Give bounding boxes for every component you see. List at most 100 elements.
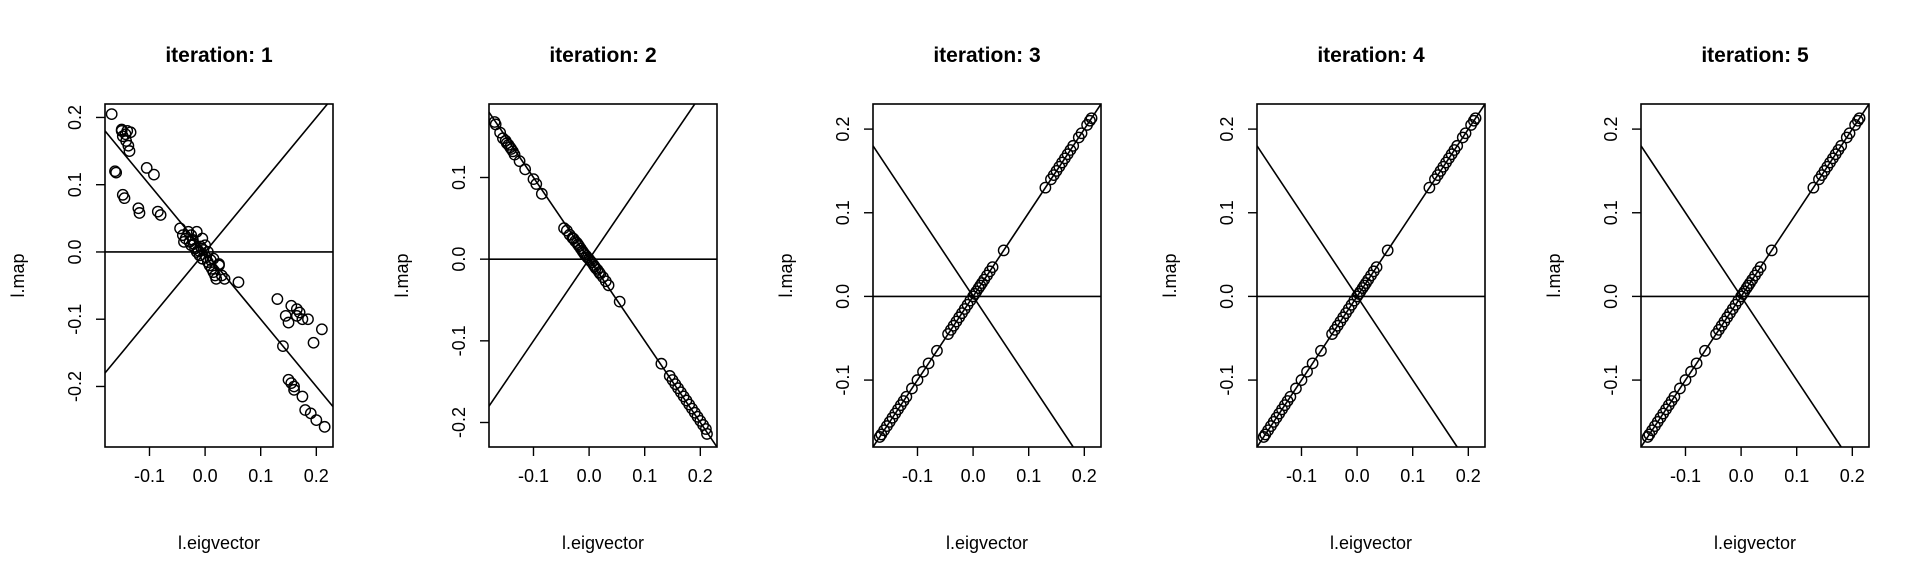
data-point xyxy=(1467,114,1480,127)
data-point xyxy=(1295,374,1308,386)
x-tick-label: 0.2 xyxy=(1456,466,1481,486)
plot-frame xyxy=(104,103,334,448)
data-point xyxy=(318,420,331,433)
x-axis-label: l.eigvector xyxy=(1330,533,1412,553)
data-point xyxy=(1067,139,1080,152)
x-axis: -0.1 0.0 0.1 0.2 xyxy=(1670,447,1865,486)
x-tick-label: 0.0 xyxy=(1345,466,1370,486)
x-tick-label: 0.2 xyxy=(304,466,329,486)
plot-frame xyxy=(1640,103,1870,448)
x-axis: -0.1 0.0 0.1 0.2 xyxy=(1286,447,1481,486)
x-tick-label: -0.1 xyxy=(1670,466,1701,486)
data-point xyxy=(1039,181,1052,194)
data-point xyxy=(968,288,981,300)
panel-title: iteration: 1 xyxy=(165,44,273,67)
data-point xyxy=(1742,279,1755,292)
x-tick-label: 0.0 xyxy=(193,466,218,486)
x-tick-label: 0.2 xyxy=(688,466,713,486)
data-point xyxy=(296,313,309,326)
y-axis-label: l.map xyxy=(1160,253,1180,297)
x-tick-label: 0.0 xyxy=(961,466,986,486)
data-point xyxy=(307,336,320,349)
data-point xyxy=(302,313,314,326)
data-point xyxy=(1685,365,1697,378)
data-point xyxy=(1853,112,1866,125)
data-point xyxy=(285,299,298,312)
data-point xyxy=(1451,139,1464,152)
data-point xyxy=(1306,357,1319,370)
data-point xyxy=(900,390,913,403)
y-tick-label: -0.1 xyxy=(1601,365,1621,396)
data-point xyxy=(271,293,284,305)
data-point xyxy=(1736,288,1749,300)
data-point xyxy=(1290,382,1302,395)
data-point xyxy=(282,316,295,329)
data-point xyxy=(1674,382,1686,395)
y-tick-label: 0.0 xyxy=(1601,284,1621,309)
x-axis-label: l.eigvector xyxy=(178,533,260,553)
x-tick-label: -0.1 xyxy=(518,466,549,486)
data-point xyxy=(917,365,929,378)
panel-3: iteration: 3 -0.1 0.0 0.1 0.2 l.eigvector -0.1… xyxy=(776,44,1102,553)
data-point xyxy=(1835,139,1848,152)
y-axis: -0.2 -0.1 0.0 0.1 0.2 xyxy=(65,105,105,402)
x-tick-label: 0.2 xyxy=(1840,466,1865,486)
data-point xyxy=(594,267,607,280)
y-axis: -0.1 0.0 0.1 0.2 xyxy=(833,117,873,396)
y-tick-label: 0.2 xyxy=(833,117,853,142)
data-point xyxy=(279,309,292,322)
data-point xyxy=(122,139,135,152)
data-point xyxy=(1738,285,1751,298)
diagonal-line xyxy=(105,104,329,374)
points xyxy=(488,116,713,440)
data-point xyxy=(310,414,323,426)
data-point xyxy=(105,108,118,120)
data-point xyxy=(133,207,146,219)
points xyxy=(105,108,331,433)
panel-5: iteration: 5 -0.1 0.0 0.1 0.2 l.eigvector -0.1… xyxy=(1544,44,1870,553)
data-point xyxy=(1354,285,1367,298)
data-point xyxy=(701,428,713,440)
y-tick-label: -0.1 xyxy=(1217,365,1237,396)
points xyxy=(873,112,1098,443)
data-point xyxy=(906,382,918,395)
data-point xyxy=(140,161,153,174)
data-point xyxy=(151,205,164,218)
data-point xyxy=(232,276,245,289)
x-axis: -0.1 0.0 0.1 0.2 xyxy=(518,447,713,486)
data-point xyxy=(203,259,216,272)
data-point xyxy=(196,232,209,245)
data-point xyxy=(655,357,668,370)
y-axis-label: l.map xyxy=(1544,253,1564,297)
data-point xyxy=(1469,112,1482,125)
y-tick-label: 0.2 xyxy=(1601,117,1621,142)
data-point xyxy=(110,166,123,179)
data-point xyxy=(970,285,983,298)
y-tick-label: -0.2 xyxy=(449,407,469,438)
y-tick-label: 0.1 xyxy=(1217,200,1237,225)
data-point xyxy=(148,168,160,181)
data-point xyxy=(199,239,211,252)
data-point xyxy=(922,357,935,370)
data-point xyxy=(1358,279,1371,292)
data-point xyxy=(530,178,543,190)
plot-frame xyxy=(1256,103,1486,448)
y-tick-label: -0.2 xyxy=(65,371,85,402)
data-point xyxy=(282,373,295,386)
data-point xyxy=(513,155,526,168)
data-point xyxy=(1075,127,1088,140)
y-tick-label: 0.0 xyxy=(65,239,85,264)
data-point xyxy=(1301,365,1313,378)
data-point xyxy=(218,272,231,285)
data-point xyxy=(1381,244,1394,257)
data-point xyxy=(505,143,518,155)
y-tick-label: 0.2 xyxy=(65,105,85,130)
data-point xyxy=(911,374,924,386)
data-point xyxy=(1315,344,1327,357)
y-axis: -0.1 0.0 0.1 0.2 xyxy=(1601,117,1641,396)
data-point xyxy=(1690,357,1703,370)
data-point xyxy=(288,380,300,393)
x-tick-label: 0.0 xyxy=(577,466,602,486)
x-tick-label: 0.1 xyxy=(248,466,273,486)
points xyxy=(1641,112,1866,443)
